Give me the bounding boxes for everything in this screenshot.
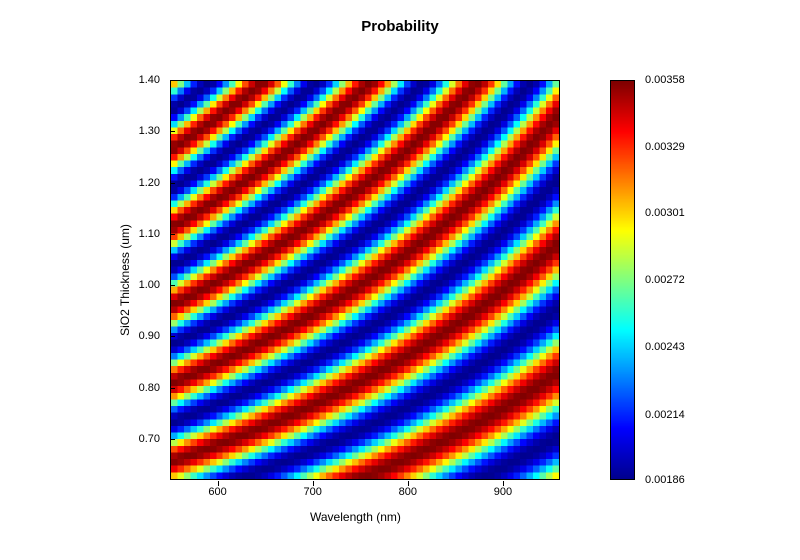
x-tick-label: 800 bbox=[399, 486, 417, 498]
colorbar-tick-label: 0.00186 bbox=[645, 474, 685, 486]
heatmap-canvas bbox=[171, 81, 559, 479]
heatmap-plot bbox=[170, 80, 560, 480]
y-tick-label: 1.10 bbox=[0, 228, 160, 240]
y-tick-label: 1.30 bbox=[0, 125, 160, 137]
chart-title: Probability bbox=[0, 18, 800, 35]
x-tick-label: 900 bbox=[494, 486, 512, 498]
y-axis-label: SiO2 Thickness (um) bbox=[118, 224, 132, 336]
colorbar-tick-label: 0.00272 bbox=[645, 274, 685, 286]
x-tick-label: 600 bbox=[208, 486, 226, 498]
x-axis-label: Wavelength (nm) bbox=[310, 510, 401, 524]
x-tick-label: 700 bbox=[303, 486, 321, 498]
y-axis-ticks: 0.700.800.901.001.101.201.301.40 bbox=[0, 80, 160, 480]
colorbar-tick-label: 0.00214 bbox=[645, 409, 685, 421]
y-tick-label: 0.80 bbox=[0, 382, 160, 394]
y-tick-label: 0.70 bbox=[0, 433, 160, 445]
y-tick-label: 1.20 bbox=[0, 177, 160, 189]
colorbar-tick-label: 0.00358 bbox=[645, 74, 685, 86]
colorbar-canvas bbox=[611, 81, 634, 479]
colorbar-tick-label: 0.00243 bbox=[645, 341, 685, 353]
y-tick-label: 1.40 bbox=[0, 74, 160, 86]
y-tick-label: 0.90 bbox=[0, 330, 160, 342]
colorbar bbox=[610, 80, 635, 480]
colorbar-tick-label: 0.00301 bbox=[645, 207, 685, 219]
y-tick-label: 1.00 bbox=[0, 279, 160, 291]
colorbar-tick-label: 0.00329 bbox=[645, 141, 685, 153]
